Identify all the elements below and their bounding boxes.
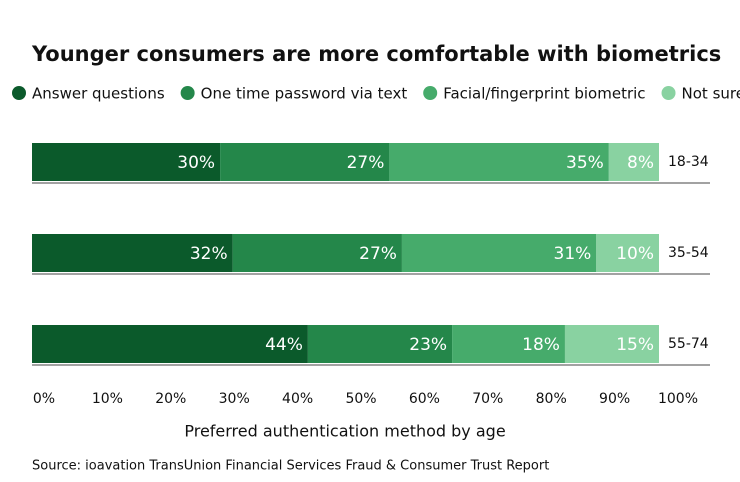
value-label: 30%: [177, 153, 215, 173]
legend-marker: [661, 86, 676, 100]
legend-label: Facial/fingerprint biometric: [443, 85, 645, 103]
legend-marker: [12, 86, 26, 100]
x-tick-label: 30%: [219, 391, 250, 407]
x-tick-label: 60%: [409, 391, 440, 407]
value-label: 18%: [522, 335, 560, 355]
bar-segment: [608, 143, 659, 181]
value-label: 23%: [409, 335, 447, 355]
bar-segment: [32, 143, 221, 181]
value-label: 44%: [265, 335, 303, 355]
bar-segment: [307, 325, 453, 363]
x-tick-label: 50%: [345, 391, 376, 407]
bar-segment: [401, 234, 597, 272]
bar-segment: [564, 325, 659, 363]
value-label: 8%: [627, 153, 654, 173]
bar-segment: [220, 143, 390, 181]
value-label: 27%: [359, 244, 397, 264]
x-tick-label: 70%: [472, 391, 503, 407]
category-label: 35-54: [668, 245, 709, 261]
x-axis-label: Preferred authentication method by age: [184, 422, 505, 441]
legend-label: Answer questions: [32, 85, 165, 103]
value-label: 27%: [347, 153, 385, 173]
x-tick-label: 80%: [536, 391, 567, 407]
legend-label: One time password via text: [201, 85, 408, 103]
value-label: 35%: [566, 153, 604, 173]
value-label: 31%: [554, 244, 592, 264]
x-tick-label: 0%: [33, 391, 55, 407]
value-label: 32%: [190, 244, 228, 264]
bar-segment: [232, 234, 402, 272]
category-label: 18-34: [668, 154, 709, 170]
category-label: 55-74: [668, 336, 709, 352]
bar-segment: [389, 143, 609, 181]
legend-marker: [423, 86, 438, 100]
legend-label: Not sure: [682, 85, 740, 103]
bar-segment: [452, 325, 565, 363]
chart-title: Younger consumers are more comfortable w…: [31, 42, 721, 66]
value-label: 10%: [616, 244, 654, 264]
bar-segment: [596, 234, 659, 272]
source: Source: ioavation TransUnion Financial S…: [32, 459, 549, 474]
x-tick-label: 20%: [155, 391, 186, 407]
value-label: 15%: [616, 335, 654, 355]
x-tick-label: 100%: [658, 391, 698, 407]
legend-marker: [180, 86, 195, 100]
x-tick-label: 90%: [599, 391, 630, 407]
x-tick-label: 10%: [92, 391, 123, 407]
bar-segment: [32, 234, 233, 272]
x-tick-label: 40%: [282, 391, 313, 407]
bar-segment: [32, 325, 308, 363]
